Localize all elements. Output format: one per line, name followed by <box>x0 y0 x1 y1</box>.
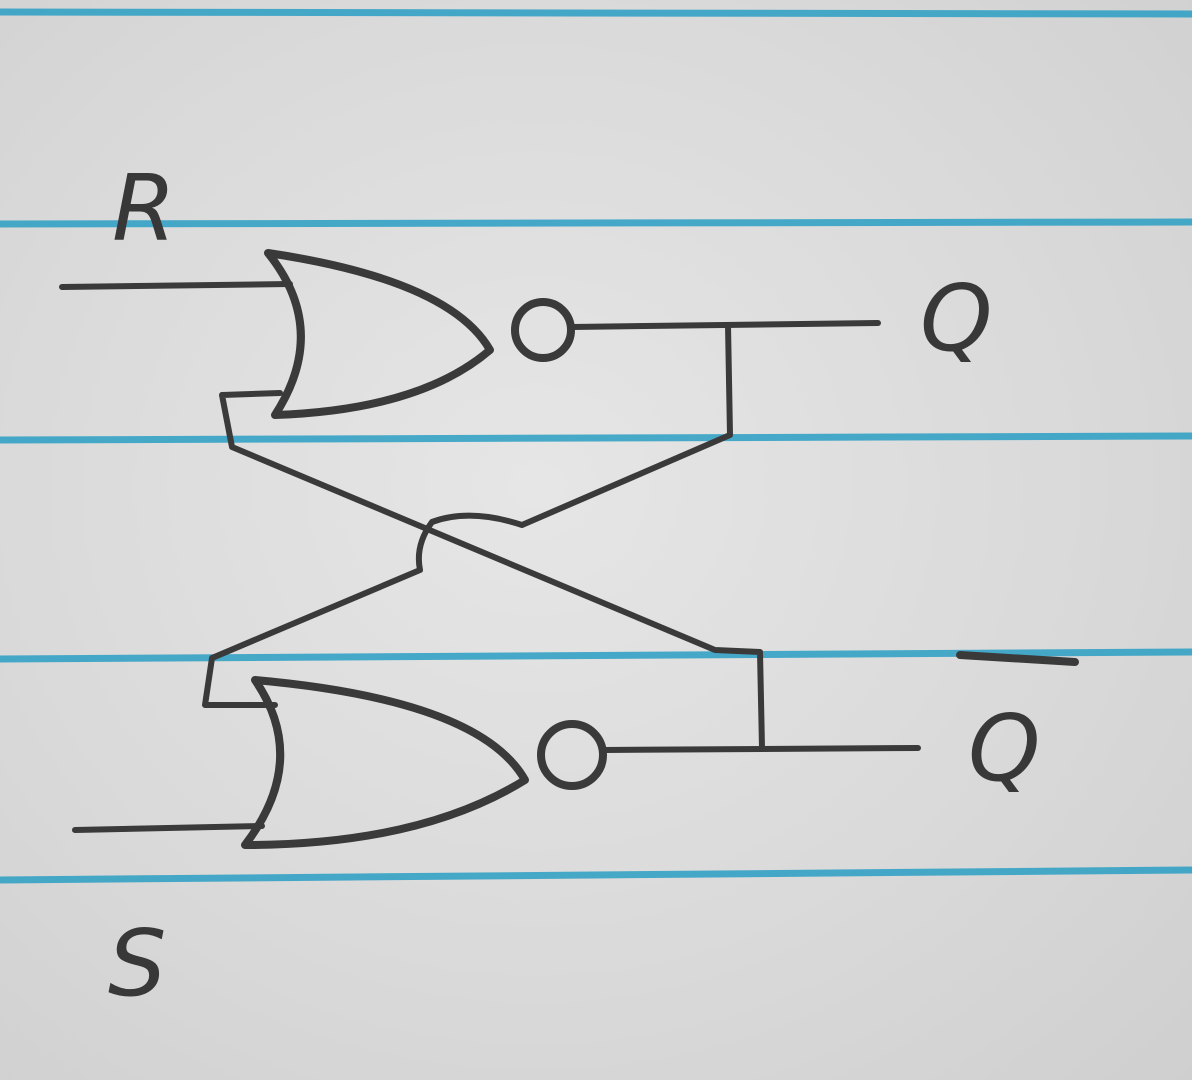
input-wires <box>59 281 293 833</box>
output-wires <box>569 320 921 753</box>
wire-r-input <box>59 281 293 290</box>
ruled-line <box>0 8 1192 18</box>
ruled-line <box>0 866 1192 884</box>
nor-gate-bottom <box>241 676 607 849</box>
wire-s-input <box>72 823 265 833</box>
ruled-line <box>0 432 1192 444</box>
label-q-complement: Q <box>968 695 1040 802</box>
feedback-wires <box>202 322 765 751</box>
signal-labels: R S Q Q <box>108 155 1079 1017</box>
label-r: R <box>112 155 176 262</box>
label-q-bar-overline <box>956 651 1079 666</box>
nor-gate-top <box>264 249 575 419</box>
inversion-bubble-top <box>511 298 575 362</box>
label-q: Q <box>920 265 992 372</box>
inversion-bubble-bottom <box>537 720 607 790</box>
label-s: S <box>108 910 166 1017</box>
ruled-line <box>0 218 1192 228</box>
wire-q-feedback <box>202 322 733 708</box>
wire-qbar-feedback <box>219 390 765 751</box>
